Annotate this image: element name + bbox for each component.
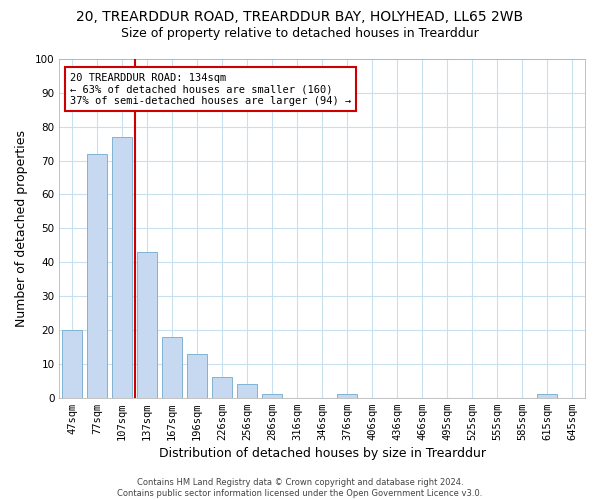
Bar [262,394,282,398]
X-axis label: Distribution of detached houses by size in Trearddur: Distribution of detached houses by size … [159,447,486,460]
Text: Contains HM Land Registry data © Crown copyright and database right 2024.
Contai: Contains HM Land Registry data © Crown c… [118,478,482,498]
Bar [212,378,232,398]
Bar [162,336,182,398]
Bar [62,330,82,398]
Bar [237,384,257,398]
Bar [538,394,557,398]
Bar [137,252,157,398]
Text: Size of property relative to detached houses in Trearddur: Size of property relative to detached ho… [121,28,479,40]
Bar [187,354,207,398]
Bar [87,154,107,398]
Bar [112,137,132,398]
Y-axis label: Number of detached properties: Number of detached properties [15,130,28,327]
Text: 20, TREARDDUR ROAD, TREARDDUR BAY, HOLYHEAD, LL65 2WB: 20, TREARDDUR ROAD, TREARDDUR BAY, HOLYH… [76,10,524,24]
Bar [337,394,357,398]
Text: 20 TREARDDUR ROAD: 134sqm
← 63% of detached houses are smaller (160)
37% of semi: 20 TREARDDUR ROAD: 134sqm ← 63% of detac… [70,72,351,106]
